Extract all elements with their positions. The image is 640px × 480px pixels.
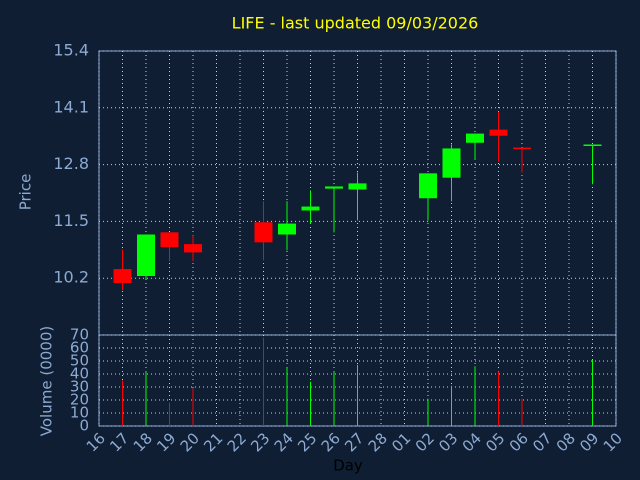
y2-tick-label: 0: [79, 417, 89, 435]
y2-axis-label: Volume (0000): [38, 326, 56, 436]
candle-body: [583, 144, 602, 147]
chart-title: LIFE - last updated 09/03/2026: [232, 14, 479, 33]
candle-body: [301, 206, 320, 211]
y-tick-label: 14.1: [53, 97, 89, 116]
candle-body: [348, 183, 367, 190]
y-tick-label: 12.8: [53, 154, 89, 173]
y2-tick-label: 60: [70, 339, 89, 357]
candle-body: [325, 186, 343, 189]
y2-tick-label: 70: [70, 326, 89, 344]
y2-tick-label: 10: [70, 404, 89, 422]
y2-tick-label: 30: [70, 378, 89, 396]
candle-body: [419, 173, 437, 199]
y2-tick-label: 40: [70, 365, 89, 383]
candle-body: [113, 269, 132, 284]
y2-tick-label: 50: [70, 352, 89, 370]
candle-body: [442, 148, 461, 178]
candle-body: [160, 232, 179, 248]
candle-body: [137, 234, 155, 277]
candle-body: [466, 133, 484, 143]
y2-tick-label: 20: [70, 391, 89, 409]
candle-body: [184, 244, 202, 253]
y-tick-label: 10.2: [53, 268, 89, 287]
y-tick-label: 15.4: [53, 41, 89, 60]
x-axis-label: Day: [333, 457, 363, 475]
y-axis-label: Price: [17, 174, 35, 211]
candle-body: [489, 129, 508, 136]
candle-body: [254, 222, 273, 243]
y-tick-label: 11.5: [53, 211, 89, 230]
candle-body: [278, 223, 296, 235]
candle-body: [513, 147, 531, 150]
